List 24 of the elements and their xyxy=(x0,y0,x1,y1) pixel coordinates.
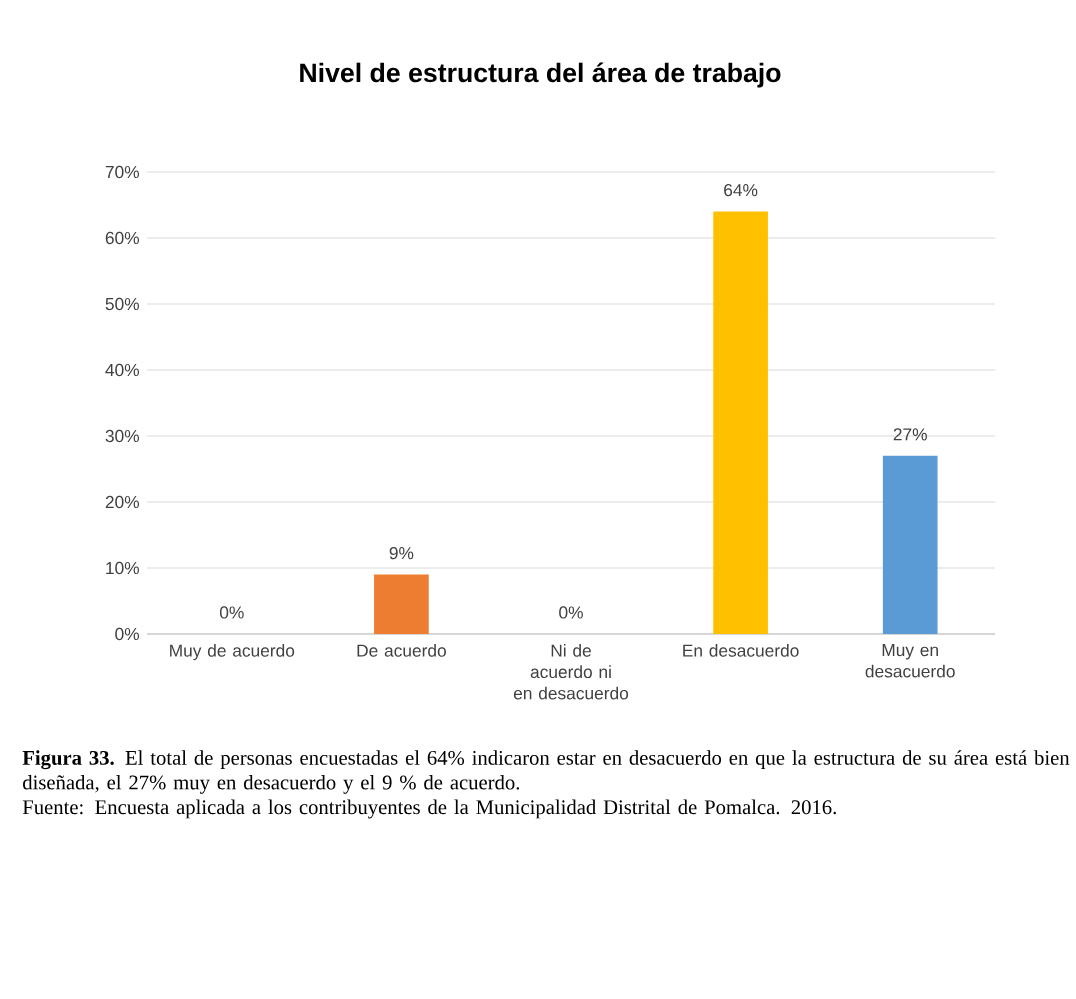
y-tick-label: 10% xyxy=(106,561,140,575)
text: Figura 33. El total de personas encuestadas el 64% indicaron estar en desacuerdo en que la estructura de su área está bien diseñada, el 27% muy en desacuerdo y el 9 % de acuerdo. xyxy=(22,750,1070,794)
data-label: 9% xyxy=(389,546,414,560)
y-tick-label: 50% xyxy=(105,297,140,311)
bar xyxy=(374,574,429,634)
y-tick-label: 60% xyxy=(105,231,140,245)
data-label: 0% xyxy=(559,606,583,619)
x-tick-label: Muy de acuerdo xyxy=(170,644,295,661)
x-tick-label: Ni de acuerdo ni en desacuerdo xyxy=(513,644,629,700)
x-tick-label: En desacuerdo xyxy=(683,644,799,657)
chart-title: Nivel de estructura del área de trabajo xyxy=(300,62,781,88)
x-tick-label: De acuerdo xyxy=(357,644,446,657)
bar xyxy=(713,211,768,634)
y-tick-label: 20% xyxy=(105,495,140,509)
data-label: 0% xyxy=(219,606,244,619)
x-tick-label: Muy en desacuerdo xyxy=(865,644,955,678)
y-tick-label: 30% xyxy=(105,429,140,443)
y-tick-label: 70% xyxy=(105,165,140,179)
bar xyxy=(882,455,938,634)
data-label: 27% xyxy=(893,428,927,441)
source-note: Fuente: Encuesta aplicada a los contribuyentes de la Municipalidad Distrital de Pomalca. 2016. xyxy=(22,799,836,819)
data-label: 64% xyxy=(724,183,758,197)
y-tick-label: 0% xyxy=(115,627,140,641)
y-tick-label: 40% xyxy=(105,363,140,377)
